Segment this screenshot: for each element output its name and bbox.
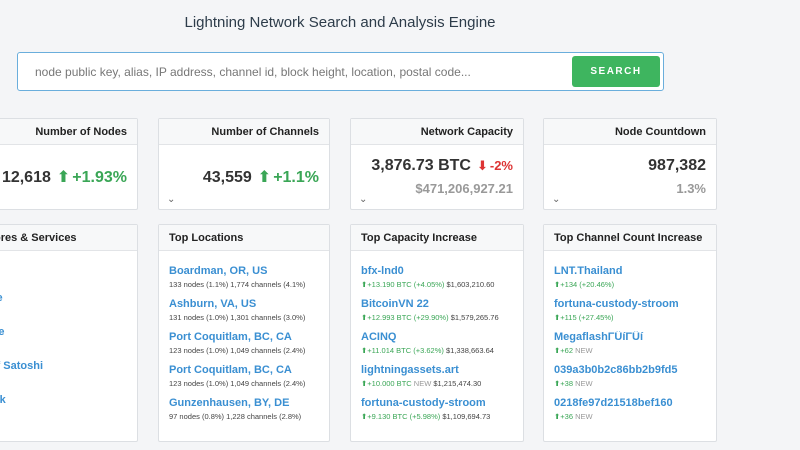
- arrow-up-icon: ⬆: [257, 169, 272, 186]
- stat-card-capacity: Network Capacity 3,876.73 BTC ⬇ -2% $471,2…: [350, 118, 524, 210]
- list-item[interactable]: Gunzenhausen, BY, DE 97 nodes (0.8%) 1,22…: [169, 397, 302, 421]
- stat-change: +1.93%: [72, 169, 127, 186]
- stat-change: +1.1%: [273, 169, 319, 186]
- top-locations-card: Top Locations Boardman, OR, US 133 nodes …: [158, 224, 330, 442]
- locations-list: Boardman, OR, US 133 nodes (1.1%) 1,774 c…: [159, 251, 329, 430]
- stores-list: fill n.me Node et of Satoshi ktank: [0, 251, 137, 428]
- stat-change: -2%: [489, 158, 513, 173]
- card-title: Top Capacity Increase: [351, 225, 523, 251]
- stat-value: 12,618: [1, 169, 51, 186]
- stat-card-nodes: Number of Nodes 12,618 ⬆ +1.93%: [0, 118, 138, 210]
- list-item[interactable]: 039a3b0b2c86bb2b9fd5 ⬆+38 NEW: [554, 364, 678, 388]
- chevron-down-icon[interactable]: ⌄: [167, 194, 176, 205]
- stat-card-channels: Number of Channels 43,559 ⬆ +1.1% ⌄: [158, 118, 330, 210]
- stat-title: Number of Nodes: [0, 119, 137, 145]
- chevron-down-icon[interactable]: ⌄: [552, 194, 561, 205]
- capacity-list: bfx-lnd0 ⬆+13.190 BTC (+4.05%) $1,603,210…: [351, 251, 523, 430]
- arrow-down-icon: ⬇: [476, 158, 488, 173]
- list-item[interactable]: Node: [0, 326, 5, 338]
- stat-value-row: 12,618 ⬆ +1.93%: [2, 167, 127, 187]
- arrow-up-icon: ⬆: [56, 169, 71, 186]
- list-item[interactable]: Ashburn, VA, US 131 nodes (1.0%) 1,301 ch…: [169, 298, 306, 322]
- search-button[interactable]: SEARCH: [572, 56, 660, 87]
- stat-title: Number of Channels: [159, 119, 329, 145]
- list-item[interactable]: ktank: [0, 394, 6, 406]
- list-item[interactable]: bfx-lnd0 ⬆+13.190 BTC (+4.05%) $1,603,210…: [361, 265, 495, 289]
- stat-sub-value: 1.3%: [676, 181, 706, 196]
- stores-card: Stores & Services fill n.me Node et of S…: [0, 224, 138, 442]
- card-title: Top Channel Count Increase: [544, 225, 716, 251]
- search-input[interactable]: [19, 54, 571, 89]
- list-item[interactable]: fill: [0, 258, 137, 292]
- list-item[interactable]: 0218fe97d21518bef160 ⬆+36 NEW: [554, 397, 673, 421]
- list-item[interactable]: fortuna-custody-stroom ⬆+115 (+27.45%): [554, 298, 679, 322]
- list-item[interactable]: lightningassets.art ⬆+10.000 BTC NEW $1,2…: [361, 364, 482, 388]
- list-item[interactable]: ACINQ ⬆+11.014 BTC (+3.62%) $1,338,663.64: [361, 331, 494, 355]
- stat-value-row: 3,876.73 BTC ⬇ -2%: [371, 157, 513, 175]
- list-item[interactable]: LNT.Thailand ⬆+134 (+20.46%): [554, 265, 623, 289]
- chevron-down-icon[interactable]: ⌄: [359, 194, 368, 205]
- card-title: Top Locations: [159, 225, 329, 251]
- stat-value: 3,876.73 BTC: [371, 157, 471, 174]
- stat-card-countdown: Node Countdown 987,382 1.3% ⌄: [543, 118, 717, 210]
- top-channel-count-card: Top Channel Count Increase LNT.Thailand ⬆…: [543, 224, 717, 442]
- channel-count-list: LNT.Thailand ⬆+134 (+20.46%) fortuna-cust…: [544, 251, 716, 430]
- page-title: Lightning Network Search and Analysis En…: [184, 14, 496, 31]
- stat-title: Node Countdown: [544, 119, 716, 145]
- stat-value: 987,382: [648, 157, 706, 174]
- list-item[interactable]: MegaflashΓÜíΓÜí ⬆+62 NEW: [554, 331, 644, 355]
- stat-title: Network Capacity: [351, 119, 523, 145]
- card-title: Stores & Services: [0, 225, 137, 251]
- search-bar: SEARCH: [17, 52, 664, 91]
- list-item[interactable]: et of Satoshi: [0, 360, 44, 372]
- list-item[interactable]: fortuna-custody-stroom ⬆+9.130 BTC (+5.98…: [361, 397, 491, 421]
- list-item[interactable]: Port Coquitlam, BC, CA 123 nodes (1.0%) 1…: [169, 331, 306, 355]
- list-item[interactable]: n.me: [0, 292, 137, 326]
- stat-sub-value: $471,206,927.21: [415, 181, 513, 196]
- list-item[interactable]: Port Coquitlam, BC, CA 123 nodes (1.0%) 1…: [169, 364, 306, 388]
- list-item[interactable]: Boardman, OR, US 133 nodes (1.1%) 1,774 c…: [169, 265, 306, 289]
- list-item[interactable]: BitcoinVN 22 ⬆+12.993 BTC (+29.90%) $1,57…: [361, 298, 499, 322]
- top-capacity-card: Top Capacity Increase bfx-lnd0 ⬆+13.190 B…: [350, 224, 524, 442]
- stat-value: 43,559: [202, 169, 252, 186]
- stat-value-row: 43,559 ⬆ +1.1%: [203, 167, 319, 187]
